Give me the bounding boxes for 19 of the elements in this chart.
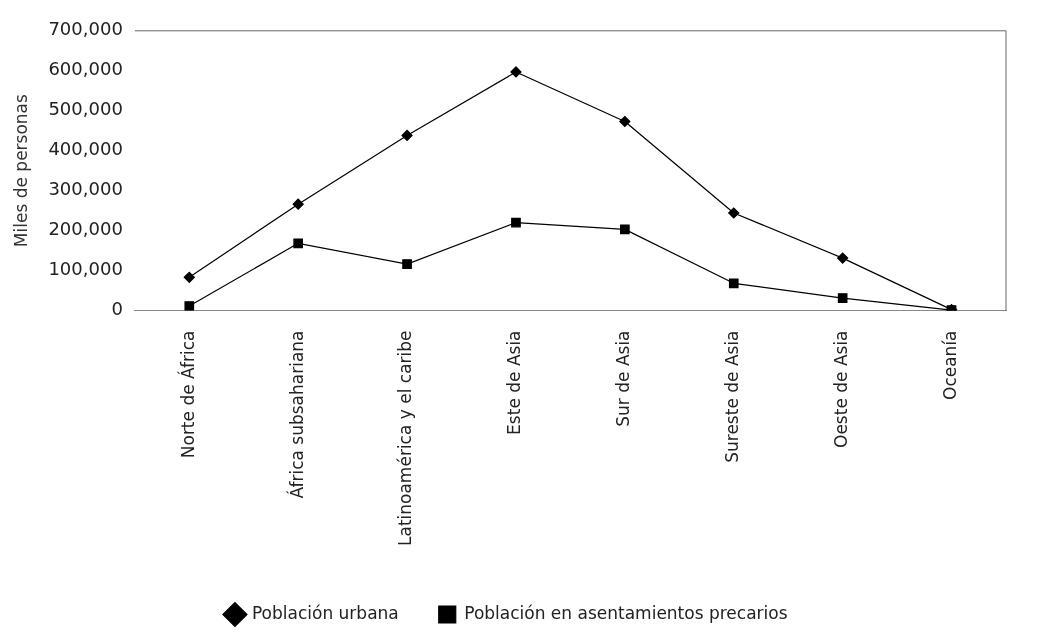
y-tick-label: 700,000 [48, 18, 123, 40]
y-tick-label: 100,000 [48, 258, 123, 280]
x-tick-label: Oeste de Asia [831, 330, 852, 448]
y-axis-title: Miles de personas [10, 93, 31, 248]
y-tick-label: 600,000 [48, 58, 123, 80]
legend-label: Población urbana [251, 602, 399, 623]
x-tick-label: Sur de Asia [613, 330, 634, 427]
x-tick-label: Oceanía [939, 330, 960, 400]
y-tick-label: 500,000 [48, 98, 123, 120]
legend-label: Población en asentamientos precarios [464, 602, 788, 623]
y-tick-label: 400,000 [48, 138, 123, 160]
x-tick-label: Sureste de Asia [722, 330, 743, 463]
x-tick-label: Norte de África [176, 330, 198, 459]
x-tick-label: Latinoamérica y el caribe [395, 330, 416, 546]
x-tick-label: Este de Asia [504, 330, 525, 435]
y-tick-label: 300,000 [48, 178, 123, 200]
y-tick-label: 0 [111, 298, 123, 320]
x-tick-label: África subsahariana [285, 330, 307, 499]
y-tick-label: 200,000 [48, 218, 123, 240]
